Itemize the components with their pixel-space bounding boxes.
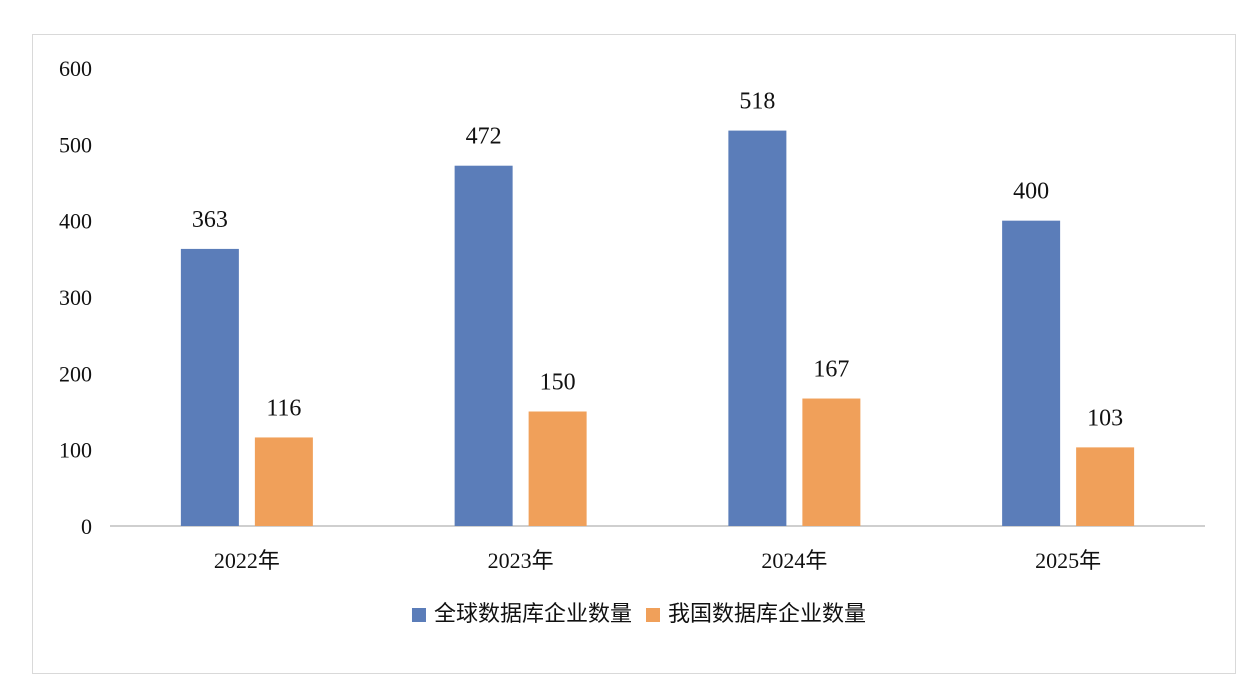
- x-tick-label: 2023年: [488, 548, 554, 573]
- bar-series-1: [1002, 220, 1061, 526]
- y-tick-label: 200: [59, 361, 92, 386]
- bar-series-1: [180, 248, 239, 526]
- x-tick-label: 2022年: [214, 548, 280, 573]
- y-tick-label: 400: [59, 209, 92, 234]
- bar-series-2: [528, 411, 587, 526]
- bar-series-1: [728, 130, 787, 527]
- bar-series-1: [454, 165, 513, 526]
- legend-swatch: [646, 608, 660, 622]
- data-label: 518: [739, 89, 775, 115]
- data-label: 116: [266, 395, 301, 421]
- x-tick-label: 2025年: [1035, 548, 1101, 573]
- data-label: 400: [1013, 179, 1049, 205]
- bar-series-2: [254, 437, 313, 526]
- legend-swatch: [411, 608, 426, 622]
- bar-series-2: [1076, 447, 1135, 526]
- y-tick-label: 100: [59, 438, 92, 463]
- data-label: 150: [540, 370, 576, 396]
- y-tick-label: 600: [59, 56, 92, 81]
- data-label: 103: [1087, 405, 1123, 431]
- y-tick-label: 300: [59, 285, 92, 310]
- legend-label: 全球数据库企业数量: [434, 602, 632, 627]
- y-tick-label: 500: [59, 132, 92, 157]
- data-label: 167: [813, 357, 849, 383]
- data-label: 472: [466, 124, 502, 150]
- x-tick-label: 2024年: [761, 548, 827, 573]
- y-tick-label: 0: [81, 514, 92, 539]
- legend: 全球数据库企业数量 我国数据库企业数量: [411, 602, 866, 627]
- bar-chart: 0 100 200 300 400 500 600 363 116 2022年 472 150 2023…: [59, 56, 1205, 627]
- legend-label: 我国数据库企业数量: [668, 602, 866, 627]
- bar-series-2: [802, 398, 861, 526]
- data-label: 363: [192, 207, 228, 233]
